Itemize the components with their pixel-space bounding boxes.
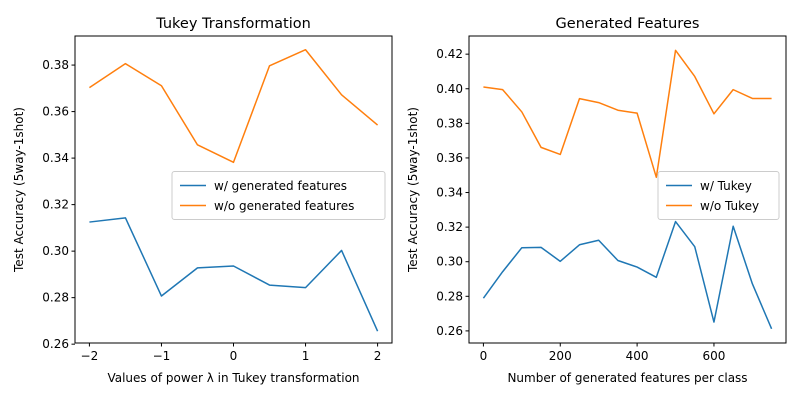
x-tick-label: 400 [626,349,649,363]
x-tick-label: 0 [230,349,238,363]
y-tick-label: 0.28 [42,291,69,305]
legend-entry-2: w/o generated features [214,199,354,213]
legend-entry-1: w/ Tukey [700,179,752,193]
y-axis-label: Test Accuracy (5way-1shot) [12,107,26,273]
x-tick-label: 2 [374,349,382,363]
y-tick-label: 0.38 [436,116,463,130]
x-axis-label: Values of power λ in Tukey transformatio… [107,371,359,385]
legend: w/ generated features w/o generated featu… [171,171,386,220]
chart-title: Generated Features [556,16,700,32]
y-tick-label: 0.38 [42,58,69,72]
x-tick-label: 0 [480,349,488,363]
y-tick-label: 0.32 [436,220,463,234]
y-tick-label: 0.36 [436,151,463,165]
y-tick-label: 0.30 [42,244,69,258]
series-line-1 [482,220,773,330]
y-tick-label: 0.42 [436,47,463,61]
legend-box [657,171,780,220]
series-line-2 [483,49,772,179]
x-tick-label: −2 [81,349,99,363]
x-tick-label: 200 [549,349,572,363]
series-line-1 [89,217,379,332]
y-tick-label: 0.36 [42,105,69,119]
legend-entry-1: w/ generated features [214,179,347,193]
y-tick-label: 0.26 [42,337,69,351]
y-tick-label: 0.26 [436,324,463,338]
x-tick-label: 1 [302,349,310,363]
plot-frame [468,35,787,344]
x-tick-label: −1 [153,349,171,363]
y-tick-label: 0.30 [436,255,463,269]
legend-entry-2: w/o Tukey [700,199,759,213]
legend: w/ Tukey w/o Tukey [657,171,780,220]
x-axis-label: Number of generated features per class [507,371,747,385]
chart-title: Tukey Transformation [155,16,311,32]
y-tick-label: 0.28 [436,289,463,303]
tukey-transformation-chart: −2 −1 0 1 2 0.26 0.28 0.30 0.32 0.34 0.36 0.38 Tukey… [12,16,393,385]
y-tick-label: 0.34 [436,186,463,200]
generated-features-chart: 0 200 400 600 0.26 0.28 0.30 0.32 0.34 0.36 0.38 0.… [406,16,787,385]
legend-box [171,171,386,220]
y-tick-label: 0.32 [42,198,69,212]
y-axis-label: Test Accuracy (5way-1shot) [406,107,420,273]
x-tick-label: 600 [703,349,726,363]
y-tick-label: 0.40 [436,82,463,96]
y-tick-label: 0.34 [42,151,69,165]
series-line-2 [88,48,379,164]
